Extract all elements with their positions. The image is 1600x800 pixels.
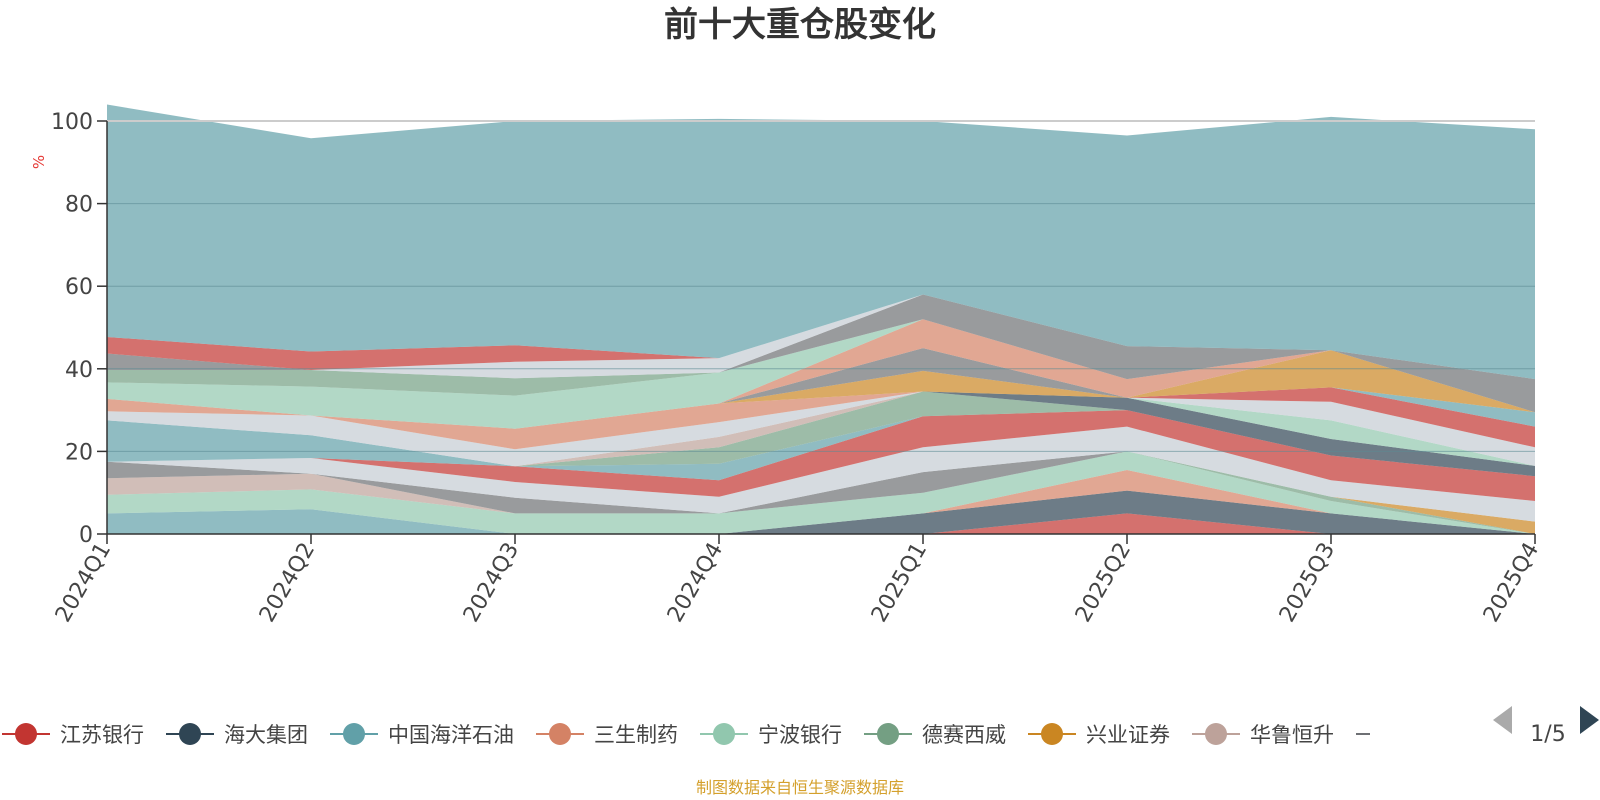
legend-marker-icon — [343, 723, 365, 745]
axes — [97, 120, 1536, 544]
legend-item[interactable]: 德赛西威 — [864, 723, 1006, 747]
x-tick-label: 2024Q2 — [255, 539, 320, 627]
x-tick-label: 2025Q2 — [1071, 539, 1136, 627]
x-tick-label: 2025Q1 — [867, 539, 932, 627]
legend-label: 中国海洋石油 — [388, 723, 514, 747]
legend-label: 华鲁恒升 — [1250, 723, 1334, 747]
area-series-1[interactable] — [107, 490, 1535, 534]
y-tick-label: 20 — [65, 440, 93, 465]
chart-title: 前十大重仓股变化 — [664, 5, 936, 45]
area-series-21[interactable] — [107, 350, 1535, 429]
legend-item[interactable]: 华鲁恒升 — [1192, 723, 1334, 747]
legend-label: 德赛西威 — [922, 723, 1006, 747]
area-series-20[interactable] — [107, 387, 1535, 450]
area-series-13[interactable] — [107, 391, 1535, 477]
y-tick-label: 80 — [65, 193, 93, 218]
area-series-0[interactable] — [107, 513, 1535, 534]
area-series-24[interactable] — [107, 319, 1535, 429]
legend-prev-icon[interactable] — [1493, 706, 1512, 734]
legend-label: 江苏银行 — [60, 723, 144, 747]
legend-page-indicator: 1/5 — [1530, 722, 1565, 747]
x-tick-label: 2024Q4 — [663, 539, 728, 627]
area-series-11[interactable] — [107, 410, 1535, 481]
x-tick-label: 2024Q3 — [459, 539, 524, 627]
plot-areas — [107, 104, 1535, 534]
area-series-8[interactable] — [107, 451, 1535, 522]
y-tick-labels: 0 20 40 60 80 100 — [51, 110, 93, 548]
area-series-4[interactable] — [107, 451, 1535, 534]
legend-marker-icon — [877, 723, 899, 745]
y-tick-label: 60 — [65, 275, 93, 300]
legend-marker-icon — [549, 723, 571, 745]
legend-item[interactable]: 海大集团 — [166, 723, 308, 747]
area-series-23[interactable] — [107, 319, 1535, 429]
area-series-12[interactable] — [107, 410, 1535, 477]
area-series-25[interactable] — [107, 319, 1535, 413]
legend-next-icon[interactable] — [1580, 706, 1599, 734]
legend-marker-icon — [1041, 723, 1063, 745]
legend-item[interactable]: 三生制药 — [536, 723, 678, 747]
legend-marker-icon — [15, 723, 37, 745]
area-series-2[interactable] — [107, 490, 1535, 534]
x-tick-label: 2024Q1 — [51, 539, 116, 627]
y-tick-label: 40 — [65, 358, 93, 383]
y-tick-label: 0 — [79, 523, 93, 548]
y-grid — [107, 120, 1535, 452]
legend-item[interactable]: 宁波银行 — [700, 723, 842, 747]
area-series-17[interactable] — [107, 391, 1535, 467]
x-tick-label: 2025Q3 — [1275, 539, 1340, 627]
area-series-3[interactable] — [107, 470, 1535, 534]
legend-item[interactable]: 中国海洋石油 — [330, 723, 514, 747]
area-series-9[interactable] — [107, 426, 1535, 522]
legend-label: 宁波银行 — [758, 723, 842, 747]
area-series-15[interactable] — [107, 391, 1535, 477]
legend: 江苏银行 海大集团 中国海洋石油 三生制药 宁波银行 德赛西威 兴业证券 华鲁恒升 — [2, 723, 1370, 747]
legend-label: 三生制药 — [594, 723, 678, 747]
legend-marker-icon — [1205, 723, 1227, 745]
legend-marker-icon — [179, 723, 201, 745]
x-tick-label: 2025Q4 — [1479, 539, 1544, 627]
legend-label: 兴业证券 — [1086, 723, 1170, 747]
area-series-30[interactable] — [107, 104, 1535, 380]
x-tick-labels: 2024Q1 2024Q2 2024Q3 2024Q4 2025Q1 2025Q2 2025… — [51, 539, 1544, 627]
area-series-26[interactable] — [107, 294, 1535, 413]
source-note: 制图数据来自恒生聚源数据库 — [695, 778, 904, 797]
legend-marker-icon — [713, 723, 735, 745]
legend-item[interactable]: 兴业证券 — [1028, 723, 1170, 747]
legend-item[interactable]: 江苏银行 — [2, 723, 144, 747]
y-axis-unit-label: % — [30, 155, 48, 169]
legend-label: 海大集团 — [224, 723, 308, 747]
area-series-7[interactable] — [107, 451, 1535, 522]
area-series-28[interactable] — [107, 294, 1535, 413]
legend-pager: 1/5 — [1493, 706, 1599, 747]
y-tick-label: 100 — [51, 110, 93, 135]
area-series-10[interactable] — [107, 410, 1535, 501]
